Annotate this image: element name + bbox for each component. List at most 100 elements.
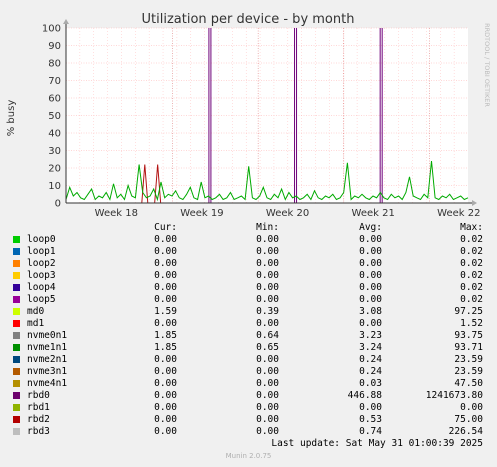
legend-row-md1: md1 0.00 0.00 0.00 1.52 (0, 318, 497, 330)
legend-cur: 0.00 (154, 282, 177, 293)
legend-min: 0.00 (256, 318, 279, 329)
legend-swatch (13, 308, 20, 315)
legend-row-md0: md0 1.59 0.39 3.08 97.25 (0, 306, 497, 318)
legend-swatch (13, 416, 20, 423)
legend-row-loop3: loop3 0.00 0.00 0.00 0.02 (0, 270, 497, 282)
legend-row-rbd3: rbd3 0.00 0.00 0.74 226.54 (0, 426, 497, 438)
x-tick-label: Week 22 (437, 208, 480, 219)
legend-avg: 0.03 (359, 378, 382, 389)
legend-avg: 0.00 (359, 318, 382, 329)
legend-cur: 0.00 (154, 294, 177, 305)
legend-row-nvme4n1: nvme4n1 0.00 0.00 0.03 47.50 (0, 378, 497, 390)
legend-cur: 0.00 (154, 390, 177, 401)
legend-row-loop0: loop0 0.00 0.00 0.00 0.02 (0, 234, 497, 246)
legend-min: 0.00 (256, 246, 279, 257)
munin-version-footer: Munin 2.0.75 (225, 452, 272, 460)
legend-name: nvme4n1 (27, 378, 68, 389)
legend-header-avg: Avg: (359, 222, 382, 233)
legend-swatch (13, 392, 20, 399)
legend-avg: 0.24 (359, 366, 382, 377)
x-tick-label: Week 21 (352, 208, 395, 219)
legend-min: 0.64 (256, 330, 279, 341)
legend-name: rbd2 (27, 414, 50, 425)
legend-row-rbd2: rbd2 0.00 0.00 0.53 75.00 (0, 414, 497, 426)
legend-min: 0.00 (256, 234, 279, 245)
rrdtool-side-label: RRDTOOL / TOBI OETIKER (483, 23, 491, 107)
legend-row-rbd1: rbd1 0.00 0.00 0.00 0.00 (0, 402, 497, 414)
legend-avg: 0.00 (359, 270, 382, 281)
legend-cur: 1.85 (154, 330, 177, 341)
legend-max: 0.02 (460, 258, 483, 269)
legend-cur: 0.00 (154, 318, 177, 329)
legend-swatch (13, 380, 20, 387)
y-axis-arrow (63, 19, 69, 24)
legend-name: rbd0 (27, 390, 50, 401)
legend-header-max: Max: (460, 222, 483, 233)
chart-area: Utilization per device - by month % busy… (6, 12, 491, 219)
legend-min: 0.00 (256, 366, 279, 377)
legend-avg: 0.00 (359, 294, 382, 305)
legend-cur: 0.00 (154, 246, 177, 257)
legend-min: 0.00 (256, 354, 279, 365)
y-tick-label: 70 (48, 76, 61, 87)
legend-cur: 0.00 (154, 234, 177, 245)
legend-name: nvme3n1 (27, 366, 68, 377)
legend-cur: 0.00 (154, 270, 177, 281)
last-update: Last update: Sat May 31 01:00:39 2025 (271, 438, 483, 449)
legend-swatch (13, 428, 20, 435)
legend-swatch (13, 284, 20, 291)
legend-min: 0.00 (256, 258, 279, 269)
legend-avg: 3.24 (359, 342, 382, 353)
legend-swatch (13, 296, 20, 303)
legend-max: 226.54 (448, 426, 483, 437)
legend-swatch (13, 248, 20, 255)
legend-avg: 3.08 (359, 306, 382, 317)
legend-header-min: Min: (256, 222, 279, 233)
legend-swatch (13, 236, 20, 243)
legend-max: 0.02 (460, 282, 483, 293)
legend-name: nvme1n1 (27, 342, 68, 353)
y-tick-label: 30 (48, 146, 61, 157)
legend-name: loop0 (27, 234, 56, 245)
legend-min: 0.00 (256, 414, 279, 425)
legend-avg: 0.53 (359, 414, 382, 425)
legend-avg: 0.00 (359, 246, 382, 257)
legend-swatch (13, 320, 20, 327)
legend-max: 47.50 (454, 378, 483, 389)
legend-swatch (13, 404, 20, 411)
y-tick-label: 90 (48, 41, 61, 52)
legend-max: 75.00 (454, 414, 483, 425)
legend-row-loop1: loop1 0.00 0.00 0.00 0.02 (0, 246, 497, 258)
y-tick-label: 40 (48, 129, 61, 140)
legend-name: md0 (27, 306, 45, 317)
legend-swatch (13, 332, 20, 339)
legend-cur: 0.00 (154, 378, 177, 389)
legend-max: 0.02 (460, 234, 483, 245)
legend-min: 0.00 (256, 390, 279, 401)
legend-row-nvme0n1: nvme0n1 1.85 0.64 3.23 93.75 (0, 330, 497, 342)
legend-max: 97.25 (454, 306, 483, 317)
legend-max: 23.59 (454, 366, 483, 377)
legend-max: 93.75 (454, 330, 483, 341)
legend-avg: 446.88 (347, 390, 382, 401)
x-tick-label: Week 18 (95, 208, 138, 219)
legend-cur: 0.00 (154, 258, 177, 269)
legend-header-cur: Cur: (154, 222, 177, 233)
legend-max: 0.02 (460, 246, 483, 257)
legend-min: 0.39 (256, 306, 279, 317)
legend-cur: 1.59 (154, 306, 177, 317)
legend-name: loop1 (27, 246, 56, 257)
legend-min: 0.00 (256, 378, 279, 389)
legend-max: 0.02 (460, 270, 483, 281)
legend-row-loop4: loop4 0.00 0.00 0.00 0.02 (0, 282, 497, 294)
legend-cur: 0.00 (154, 354, 177, 365)
legend-max: 0.00 (460, 402, 483, 413)
legend-max: 1241673.80 (425, 390, 483, 401)
legend-name: nvme0n1 (27, 330, 68, 341)
y-tick-label: 50 (48, 111, 61, 122)
legend-min: 0.00 (256, 282, 279, 293)
legend-name: loop2 (27, 258, 56, 269)
legend-cur: 1.85 (154, 342, 177, 353)
legend-swatch (13, 272, 20, 279)
legend-swatch (13, 260, 20, 267)
